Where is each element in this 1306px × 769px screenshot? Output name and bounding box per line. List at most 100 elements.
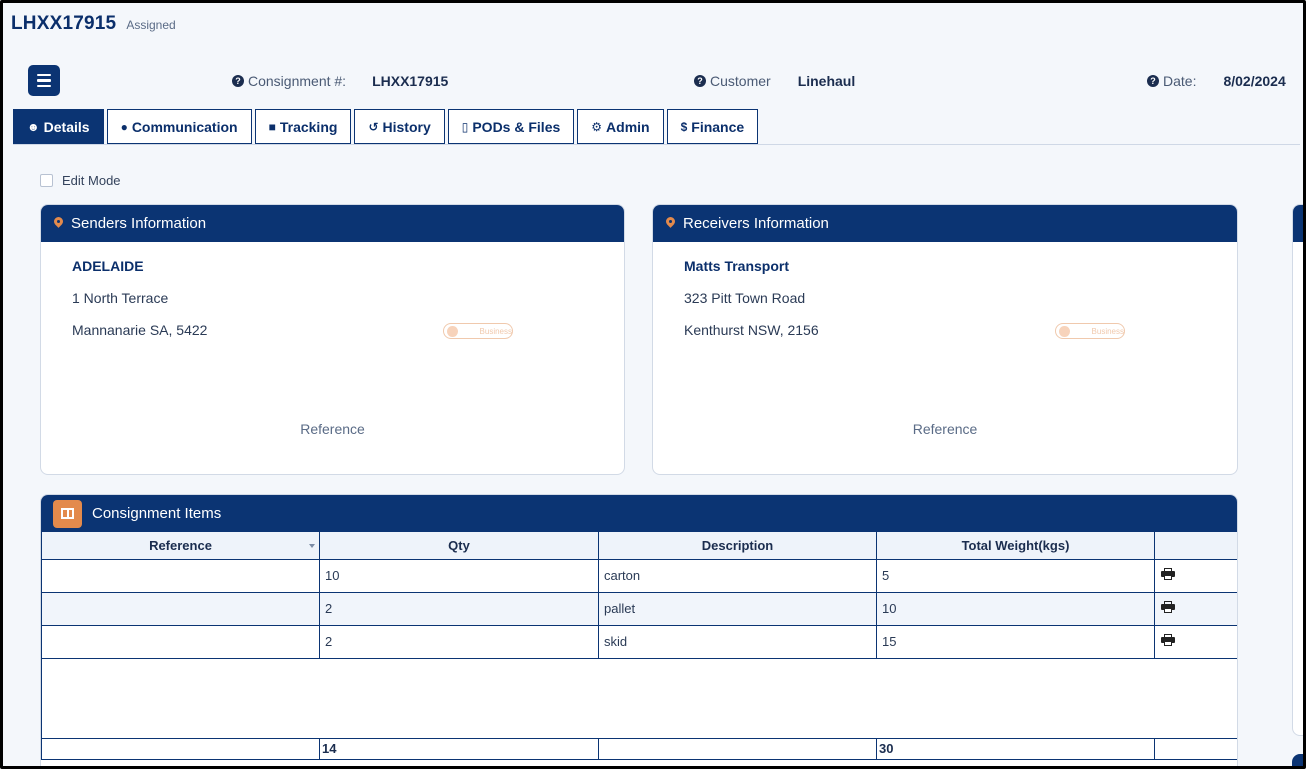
tab-communication[interactable]: ● Communication: [106, 109, 252, 144]
cell-weight: 5: [876, 558, 1155, 593]
print-icon[interactable]: [1161, 634, 1175, 646]
columns-icon[interactable]: [53, 499, 82, 528]
receiver-name: Matts Transport: [684, 258, 790, 274]
total-actions: [1154, 737, 1237, 760]
tab-details[interactable]: ☻ Details: [13, 109, 104, 144]
help-icon[interactable]: ?: [694, 75, 706, 87]
cell-reference: [41, 591, 320, 626]
tab-tracking[interactable]: ■ Tracking: [254, 109, 352, 144]
tab-pods-files[interactable]: ▯ PODs & Files: [447, 109, 575, 144]
total-reference: [41, 737, 320, 760]
column-header-description[interactable]: Description: [598, 532, 877, 560]
consignment-items-header: Consignment Items: [41, 495, 1237, 532]
cell-actions: [1154, 624, 1237, 659]
business-toggle[interactable]: Business: [1055, 323, 1125, 339]
toggle-label: Business: [1091, 326, 1124, 336]
table-totals-row: 14 30: [41, 737, 1237, 760]
receiver-reference-label: Reference: [912, 421, 978, 437]
tab-label: Admin: [606, 118, 650, 135]
print-icon[interactable]: [1161, 601, 1175, 613]
help-icon[interactable]: ?: [1147, 75, 1159, 87]
cell-actions: [1154, 591, 1237, 626]
column-header-weight[interactable]: Total Weight(kgs): [876, 532, 1155, 560]
user-icon: ☻: [27, 119, 40, 134]
tab-bar: ☻ Details ● Communication ■ Tracking ↺ H…: [13, 109, 759, 144]
consignment-info: ? Consignment #: LHXX17915: [232, 73, 448, 89]
tab-finance[interactable]: $ Finance: [666, 109, 759, 144]
customer-value: Linehaul: [797, 73, 856, 89]
help-icon[interactable]: ?: [232, 75, 244, 87]
total-description: [598, 737, 877, 760]
receivers-card: Receivers Information Matts Transport 32…: [652, 204, 1238, 475]
dollar-icon: $: [680, 119, 688, 134]
map-pin-icon: [666, 217, 675, 230]
consignment-items-table: Reference Qty Description Total Weight(k…: [41, 532, 1237, 760]
cell-description: skid: [598, 624, 877, 659]
sender-address-line2: Mannanarie SA, 5422: [72, 322, 208, 338]
cell-qty: 10: [319, 558, 599, 593]
consignment-items-title: Consignment Items: [92, 505, 222, 522]
menu-bar-icon: [37, 73, 51, 77]
edit-mode-label: Edit Mode: [62, 173, 121, 188]
print-icon[interactable]: [1161, 568, 1175, 580]
cell-qty: 2: [319, 591, 599, 626]
file-icon: ▯: [461, 119, 469, 134]
receiver-address-line2: Kenthurst NSW, 2156: [684, 322, 819, 338]
comment-icon: ●: [120, 119, 128, 134]
business-toggle[interactable]: Business: [443, 323, 513, 339]
customer-label: Customer: [710, 73, 771, 89]
customer-info: ? Customer Linehaul: [694, 73, 855, 89]
tab-history[interactable]: ↺ History: [354, 109, 445, 144]
consignment-id-title: LHXX17915: [11, 13, 117, 34]
side-card-partial-lower: [1292, 754, 1303, 766]
cell-actions: [1154, 558, 1237, 593]
truck-icon: ■: [268, 119, 276, 134]
history-icon: ↺: [368, 119, 379, 134]
senders-card: Senders Information ADELAIDE 1 North Ter…: [40, 204, 625, 475]
toggle-knob: [1059, 325, 1070, 337]
table-empty-space: [41, 657, 1237, 739]
consignment-label: Consignment #:: [248, 73, 347, 89]
edit-mode-control[interactable]: Edit Mode: [40, 173, 121, 188]
senders-card-header: Senders Information: [41, 205, 624, 242]
column-header-qty[interactable]: Qty: [319, 532, 599, 560]
toggle-knob: [447, 325, 458, 337]
receivers-card-header: Receivers Information: [653, 205, 1237, 242]
total-weight: 30: [876, 737, 1155, 760]
tab-label: Finance: [691, 118, 745, 135]
consignment-items-card: Consignment Items Reference Qty Descript…: [40, 494, 1238, 766]
table-row: 2 skid 15: [41, 624, 1237, 659]
cell-reference: [41, 624, 320, 659]
cell-description: carton: [598, 558, 877, 593]
side-card-header: [1293, 205, 1303, 242]
date-info: ? Date: 8/02/2024: [1147, 73, 1286, 89]
page-header: LHXX17915 Assigned: [11, 13, 176, 35]
tab-label: Tracking: [279, 118, 338, 135]
senders-card-body: ADELAIDE 1 North Terrace Mannanarie SA, …: [41, 242, 624, 370]
cell-reference: [41, 558, 320, 593]
tab-label: Details: [43, 118, 90, 135]
tab-divider: [13, 144, 1300, 145]
consignment-value: LHXX17915: [372, 73, 449, 89]
menu-bar-icon: [37, 79, 51, 82]
date-label: Date:: [1163, 73, 1197, 89]
status-label: Assigned: [126, 18, 176, 32]
receivers-card-body: Matts Transport 323 Pitt Town Road Kenth…: [653, 242, 1237, 370]
hamburger-menu-button[interactable]: [28, 65, 60, 96]
receiver-address-line1: 323 Pitt Town Road: [684, 290, 806, 306]
column-header-reference[interactable]: Reference: [41, 532, 320, 560]
date-value: 8/02/2024: [1223, 73, 1286, 89]
column-header-actions: [1154, 532, 1237, 560]
total-qty: 14: [319, 737, 599, 760]
cell-weight: 15: [876, 624, 1155, 659]
table-header-row: Reference Qty Description Total Weight(k…: [41, 532, 1237, 560]
tab-label: Communication: [131, 118, 238, 135]
tab-admin[interactable]: ⚙ Admin: [577, 109, 664, 144]
table-row: 10 carton 5: [41, 558, 1237, 593]
receivers-title: Receivers Information: [683, 215, 829, 232]
edit-mode-checkbox[interactable]: [40, 174, 53, 187]
tab-label: History: [382, 118, 431, 135]
toggle-label: Business: [479, 326, 512, 336]
sort-arrow-icon[interactable]: [309, 544, 315, 548]
